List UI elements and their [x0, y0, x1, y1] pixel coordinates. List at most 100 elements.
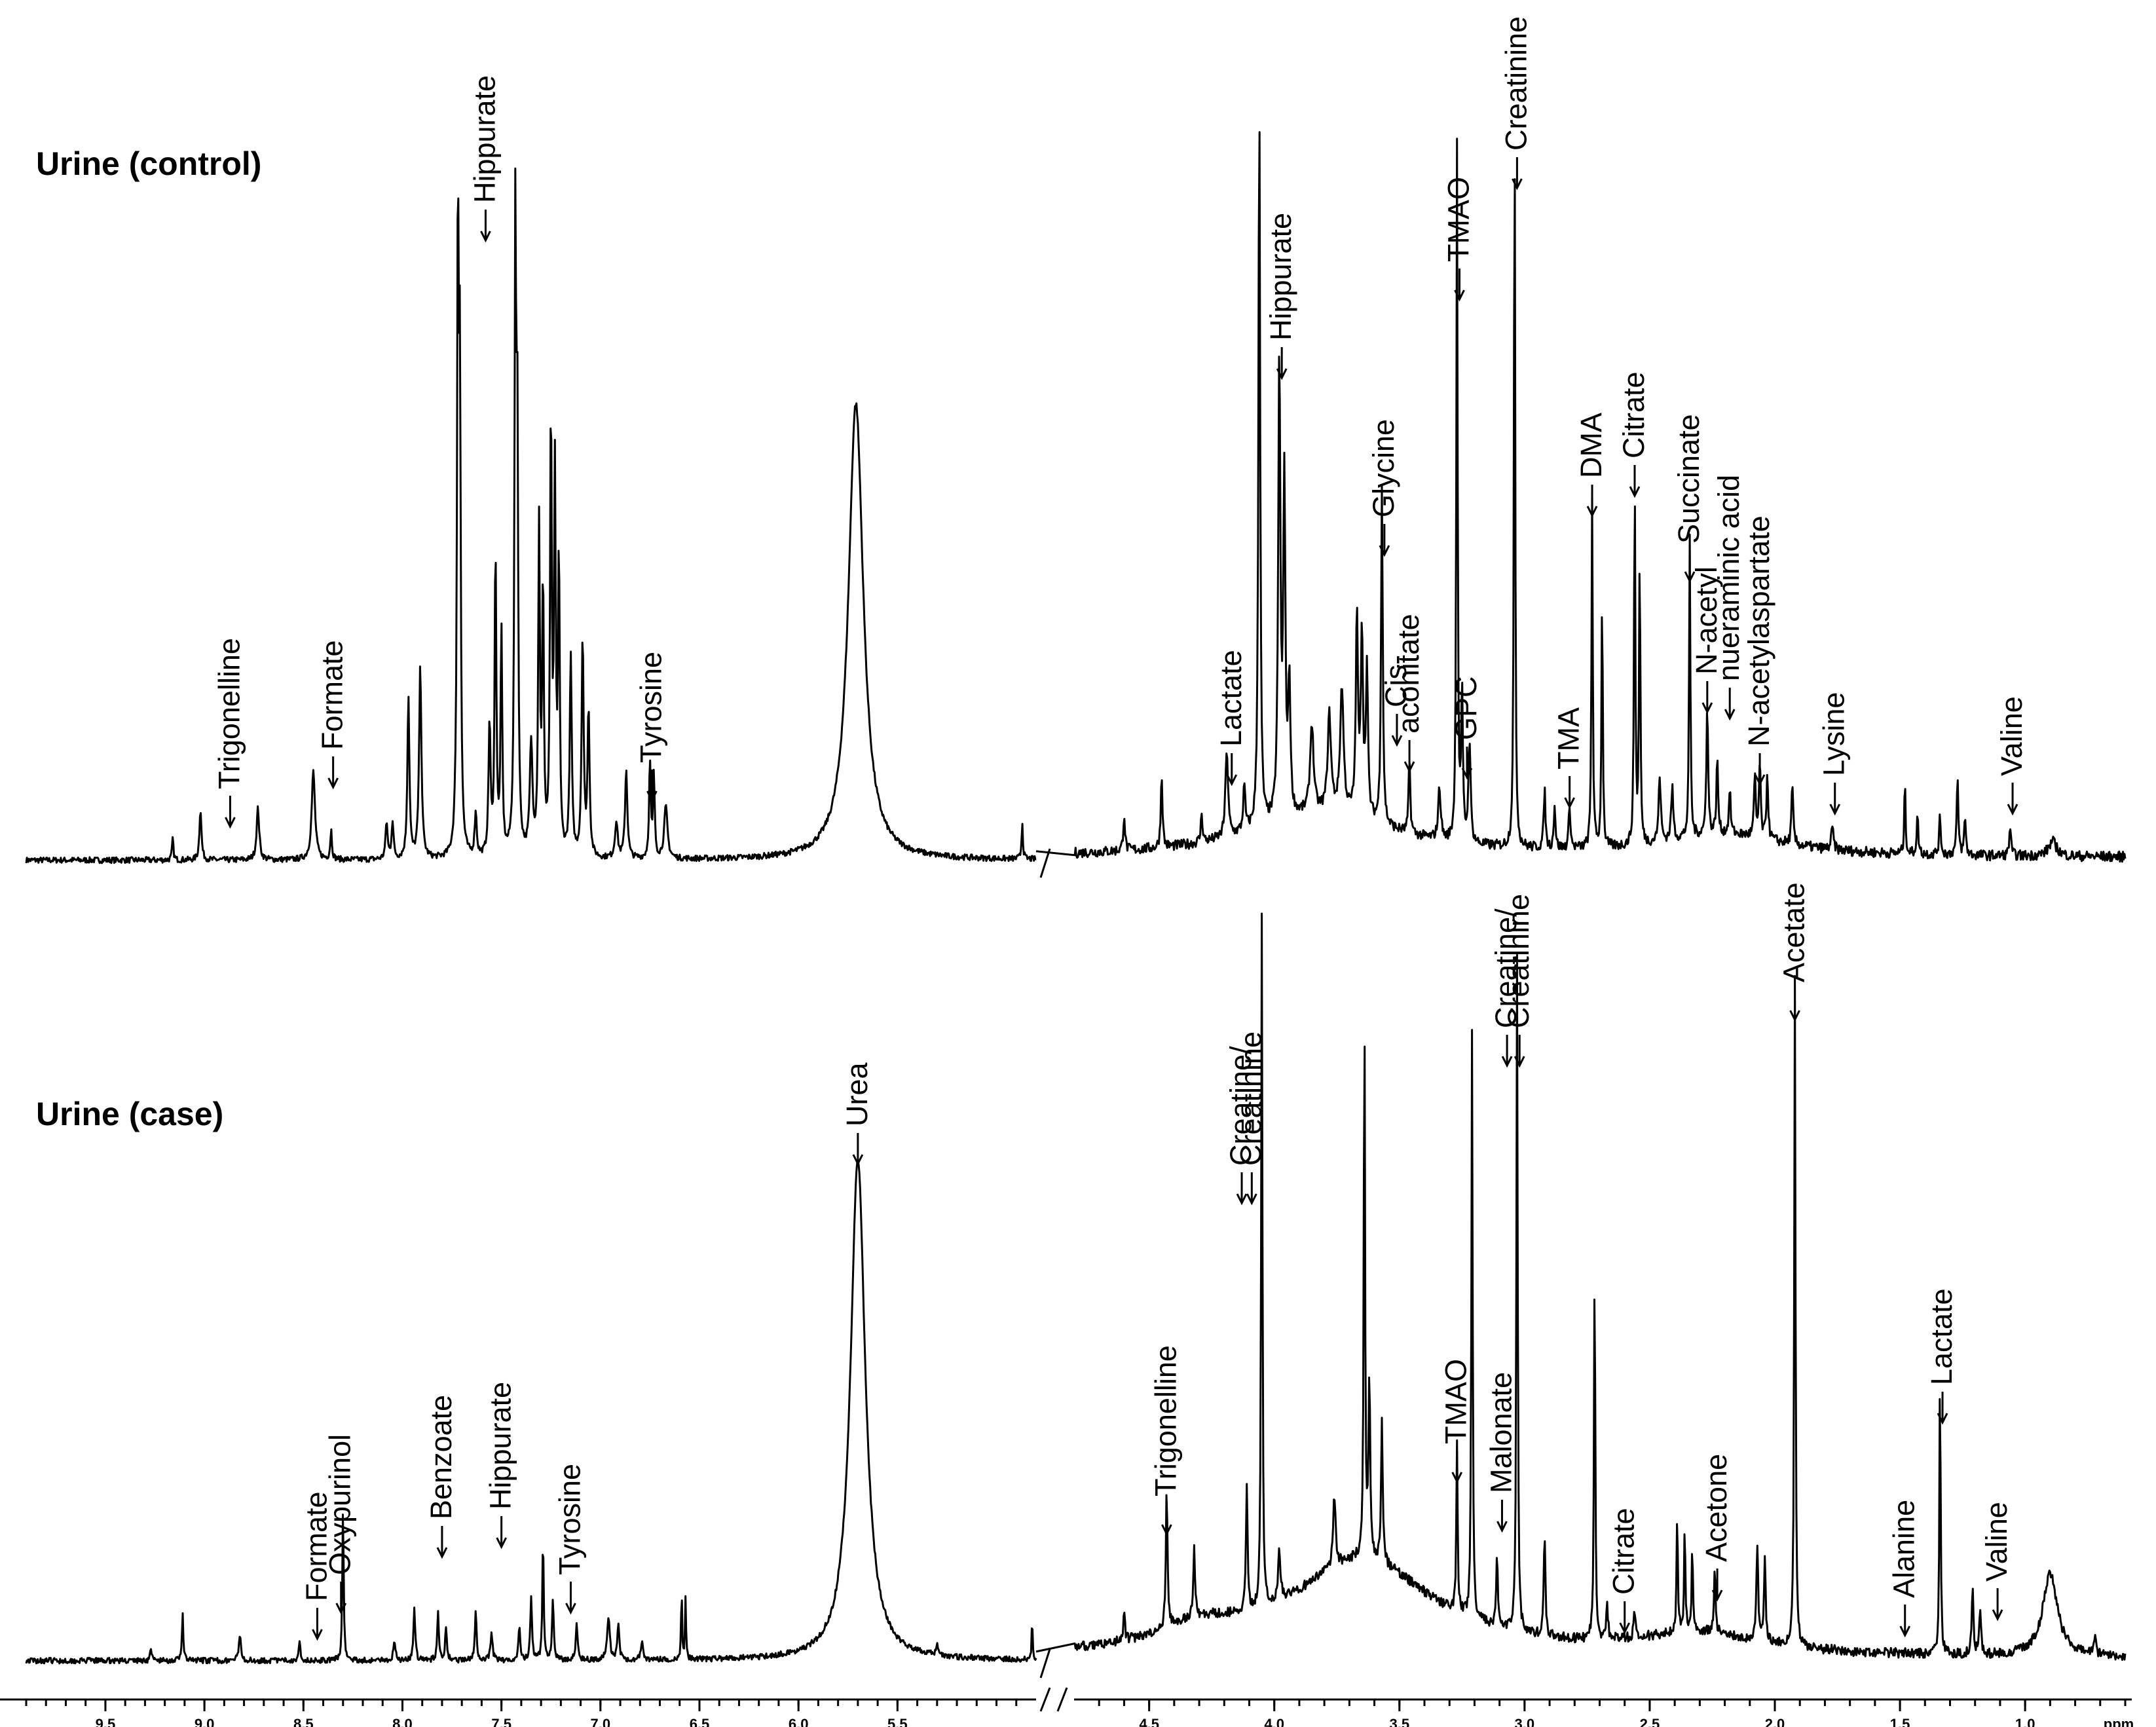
control-spectrum-right-trace	[1035, 131, 2127, 863]
control-annotation-label: Citrate	[1617, 371, 1650, 458]
x-tick-label: 5.5	[887, 1716, 908, 1727]
case-annotation-0: Formate	[300, 1491, 333, 1641]
control-annotation-12: TMA	[1552, 707, 1586, 809]
case-annotation-label: Acetate	[1777, 882, 1811, 982]
case-spectrum-left-trace	[25, 1160, 1037, 1665]
x-axis: 9.5 9.0 8.5 8.0 7.5 7.0 6.5 6.0 5.5 4.5 4.0 3.5 3.0 2…	[0, 1687, 2134, 1727]
case-annotation-label: Lactate	[1925, 1288, 1958, 1385]
x-tick-label: 3.5	[1389, 1716, 1409, 1727]
panel-title-case: Urine (case)	[36, 1096, 223, 1132]
x-tick-label: 1.0	[2015, 1716, 2035, 1727]
case-annotation-arrowhead	[1514, 1056, 1525, 1068]
x-tick-label: 8.5	[293, 1716, 314, 1727]
case-annotation-label: Alanine	[1887, 1500, 1921, 1598]
x-axis-break-mark	[1056, 1687, 1068, 1712]
case-annotation-arrowhead	[436, 1547, 448, 1559]
control-annotation-arrowhead	[1226, 774, 1238, 787]
control-annotation-arrowhead	[480, 231, 491, 243]
x-tick-label: 6.5	[690, 1716, 710, 1727]
control-annotation-label: Lysine	[1817, 692, 1851, 776]
case-annotation-arrowhead	[496, 1537, 507, 1550]
case-annotation-arrowhead	[312, 1629, 323, 1641]
x-tick-label: 6.0	[789, 1716, 809, 1727]
control-annotation-arrowhead	[1701, 702, 1713, 715]
control-annotation-15: Succinate	[1672, 414, 1705, 584]
case-annotation-label: Creatinine	[1234, 1031, 1267, 1166]
control-annotation-label: Succinate	[1672, 414, 1705, 544]
case-annotation-label: Valine	[1980, 1502, 2013, 1582]
x-tick-label: 2.5	[1640, 1716, 1660, 1727]
control-annotation-label: GPC	[1449, 676, 1483, 740]
case-annotation-14: Citrate	[1607, 1508, 1641, 1635]
control-annotation-6: Glycine	[1367, 419, 1400, 557]
x-tick-label: 1.5	[1890, 1716, 1910, 1727]
case-annotation-arrowhead	[565, 1603, 576, 1615]
control-annotation-13: DMA	[1574, 413, 1608, 518]
case-annotation-arrowhead	[1236, 1193, 1248, 1206]
case-annotation-arrowhead	[1992, 1609, 2003, 1622]
case-annotation-label: Tyrosine	[553, 1464, 587, 1575]
control-annotation-arrowhead	[225, 817, 236, 829]
case-annotation-arrowhead	[1619, 1622, 1631, 1635]
case-annotation-arrowhead	[1161, 1524, 1172, 1536]
control-annotation-arrowhead	[1276, 368, 1288, 381]
control-annotation-arrowhead	[1454, 289, 1465, 302]
x-axis-unit-label: ppm	[2104, 1716, 2134, 1727]
control-annotation-label: Hippurate	[1264, 213, 1297, 341]
control-annotation-arrowhead	[1829, 804, 1841, 816]
control-annotation-arrowhead	[1403, 761, 1415, 773]
control-annotation-label: TMAO	[1442, 177, 1476, 262]
control-annotation-arrowhead	[1586, 506, 1598, 518]
case-annotation-label: Urea	[840, 1062, 874, 1126]
case-annotation-arrowhead	[1789, 1010, 1800, 1022]
control-annotation-5: Hippurate	[1264, 213, 1297, 381]
control-annotation-arrowhead	[1754, 774, 1766, 787]
x-tick-label: 7.0	[591, 1716, 611, 1727]
control-annotation-8: aconitate	[1392, 614, 1425, 773]
control-annotation-7: Cis-	[1379, 655, 1413, 747]
x-tick-label: 3.0	[1515, 1716, 1535, 1727]
case-annotation-label: Acetone	[1700, 1454, 1733, 1562]
case-annotation-12: Creatinine	[1502, 894, 1535, 1068]
control-annotation-arrowhead	[1629, 486, 1641, 498]
control-annotation-label: DMA	[1574, 413, 1608, 478]
control-annotation-11: Creatinine	[1499, 16, 1533, 191]
case-annotation-arrowhead	[1496, 1521, 1508, 1533]
control-annotation-2: Hippurate	[468, 75, 502, 243]
control-annotation-10: TMAO	[1442, 177, 1476, 302]
control-annotation-label: Cis-	[1379, 655, 1413, 707]
case-annotation-1: Oxypurinol	[324, 1434, 357, 1615]
case-annotation-label: Creatine/	[1489, 908, 1523, 1028]
case-annotation-arrowhead	[1246, 1193, 1257, 1206]
case-annotation-arrowhead	[1899, 1625, 1911, 1638]
case-annotation-16: Alanine	[1887, 1500, 1921, 1638]
case-annotation-4: Tyrosine	[553, 1464, 587, 1615]
case-annotation-label: Creatine/	[1224, 1046, 1257, 1166]
case-annotation-label: Benzoate	[424, 1395, 458, 1519]
control-annotation-label: Trigonelline	[212, 638, 246, 789]
case-annotation-arrowhead	[1451, 1472, 1463, 1484]
control-annotation-arrowhead	[1379, 545, 1390, 557]
control-annotation-arrowhead	[327, 777, 339, 790]
case-spectrum-group	[25, 912, 2127, 1679]
panel-title-control: Urine (control)	[36, 145, 261, 182]
case-annotation-11: Creatine/	[1489, 908, 1523, 1068]
case-annotation-label: Citrate	[1607, 1508, 1641, 1595]
case-annotation-3: Hippurate	[484, 1382, 517, 1550]
case-annotation-18: Valine	[1980, 1502, 2013, 1622]
case-annotation-label: Formate	[300, 1491, 333, 1601]
case-annotation-arrowhead	[1501, 1056, 1513, 1068]
control-annotation-16: N-acetyl	[1690, 566, 1723, 715]
control-annotation-20: Valine	[1995, 696, 2028, 816]
control-annotation-label: Valine	[1995, 696, 2028, 776]
control-annotation-arrowhead	[1684, 571, 1696, 584]
x-tick-label: 4.0	[1264, 1716, 1284, 1727]
case-annotation-8: Creatinine	[1234, 1031, 1267, 1206]
control-annotation-0: Trigonelline	[212, 638, 246, 829]
case-annotation-arrowhead	[1711, 1589, 1723, 1602]
x-tick-label: 4.5	[1139, 1716, 1159, 1727]
control-annotation-label: Lactate	[1214, 650, 1248, 747]
control-annotation-arrowhead	[646, 790, 658, 803]
